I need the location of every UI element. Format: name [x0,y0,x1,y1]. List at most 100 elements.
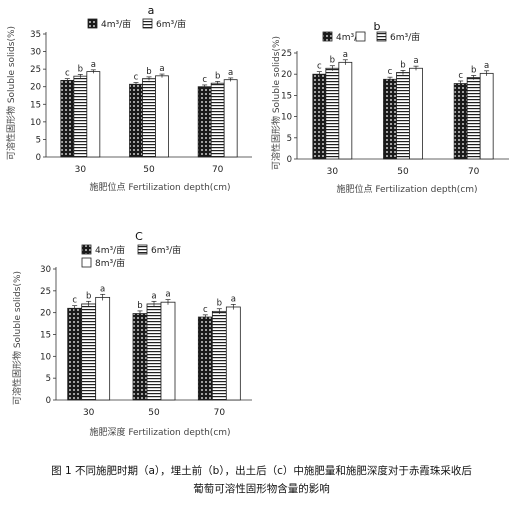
significance-letter: b [471,65,476,75]
y-tick-label: 5 [46,374,51,384]
significance-letter: b [400,60,405,70]
y-tick-label: 10 [40,352,51,362]
y-tick-label: 25 [30,65,41,75]
y-axis-title: 可溶性固形物 Soluble solids(%) [11,271,23,405]
significance-letter: a [231,294,236,304]
legend-swatch [142,18,153,29]
x-tick-label: 30 [75,165,87,175]
significance-letter: a [151,291,156,301]
legend-swatch [137,244,148,255]
significance-letter: c [317,62,322,72]
significance-letter: c [458,71,463,81]
bar [129,83,143,158]
bar [225,306,241,401]
y-tick-label: 15 [40,331,51,341]
figure-caption-line-1: 图 1 不同施肥时期（a），埋土前（b），出土后（c）中施肥量和施肥深度对于赤霞… [51,465,472,477]
significance-letter: a [91,60,96,70]
bar [81,303,97,401]
bar [466,77,481,160]
y-tick-label: 15 [281,91,292,101]
legend-label: 4m³/亩 [95,244,125,256]
y-tick-label: 25 [40,287,51,297]
bar [325,67,340,160]
y-tick-label: 0 [36,153,41,163]
bar [197,316,213,401]
significance-letter: b [86,291,91,301]
significance-letter: a [100,284,105,294]
y-tick-label: 20 [30,83,41,93]
y-tick-label: 25 [281,49,292,59]
bar [383,78,397,160]
panel-label: b [374,20,381,33]
bar [210,82,225,158]
panel-label: C [135,230,143,243]
significance-letter: b [146,67,151,77]
legend-label: 6m³/亩 [390,31,420,43]
x-axis-title: 施肥位点 Fertilization depth(cm) [336,183,477,195]
significance-letter: c [65,69,70,79]
x-tick-label: 70 [212,165,224,175]
legend-swatch [87,18,98,29]
bar [60,79,75,158]
y-tick-label: 5 [36,135,41,145]
significance-letter: b [137,301,142,311]
x-tick-label: 50 [148,408,160,418]
legend-label: 4m³/亩 [101,18,131,30]
significance-letter: a [228,68,233,78]
bar [67,307,83,401]
bar [223,79,238,158]
x-axis-title: 施肥位点 Fertilization depth(cm) [89,181,230,193]
x-axis-title: 施肥深度 Fertilization depth(cm) [89,426,230,438]
bar [396,72,410,160]
bar [211,310,227,401]
x-tick-label: 50 [397,167,409,177]
bar [146,303,162,401]
y-tick-label: 30 [30,48,41,58]
y-axis-title: 可溶性固形物 Soluble solids(%) [270,36,282,170]
legend-label: 6m³/亩 [151,244,181,256]
bar [453,83,468,160]
bar [132,313,148,401]
x-tick-label: 50 [143,165,155,175]
legend-swatch [81,257,92,268]
significance-letter: c [72,296,77,306]
bar [142,78,156,158]
significance-letter: a [165,290,170,300]
x-tick-label: 70 [468,167,480,177]
legend-swatch [376,31,387,42]
x-tick-label: 30 [83,408,95,418]
legend-swatch [81,244,92,255]
y-tick-label: 30 [40,265,51,275]
y-tick-label: 0 [287,155,292,165]
significance-letter: c [202,75,207,85]
significance-letter: b [330,56,335,66]
y-axis-title: 可溶性固形物 Soluble solids(%) [5,26,17,160]
significance-letter: c [388,67,393,77]
y-tick-label: 20 [281,70,292,80]
legend-swatch [322,31,333,42]
bar [338,61,353,160]
significance-letter: a [484,61,489,71]
bar [312,73,327,160]
y-tick-label: 5 [287,134,292,144]
y-tick-label: 35 [30,30,41,40]
significance-letter: b [217,299,222,309]
y-tick-label: 15 [30,100,41,110]
significance-letter: b [215,71,220,81]
bar [479,72,494,160]
significance-letter: c [203,305,208,315]
significance-letter: b [78,64,83,74]
y-tick-label: 10 [30,118,41,128]
y-tick-label: 10 [281,113,292,123]
bar [197,86,212,158]
bar [86,71,101,158]
x-tick-label: 70 [214,408,226,418]
significance-letter: a [159,64,164,74]
significance-letter: a [343,50,348,60]
